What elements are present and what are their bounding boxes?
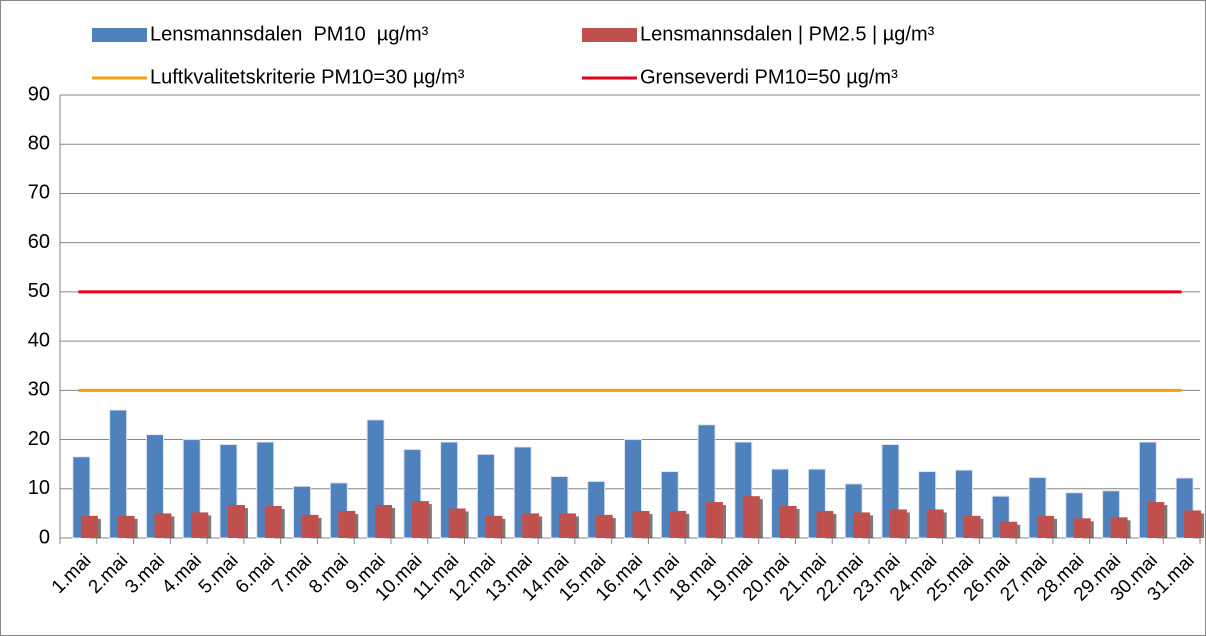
bar xyxy=(926,509,944,538)
bar xyxy=(338,510,356,538)
bar xyxy=(1073,518,1091,538)
legend-label: Grenseverdi PM10=50 µg/m³ xyxy=(640,66,898,88)
y-tick-label: 90 xyxy=(28,83,50,105)
y-tick-label: 40 xyxy=(28,329,50,351)
bar xyxy=(889,509,907,538)
bar xyxy=(742,496,760,538)
y-tick-label: 60 xyxy=(28,231,50,253)
y-tick-label: 50 xyxy=(28,280,50,302)
bar xyxy=(117,515,135,538)
bar xyxy=(1110,517,1128,538)
bar xyxy=(80,515,98,538)
bar xyxy=(411,501,429,538)
legend-label: Lensmannsdalen PM10 µg/m³ xyxy=(150,23,429,45)
bar xyxy=(1000,521,1018,538)
bar xyxy=(669,510,687,538)
bar xyxy=(779,506,797,538)
bar xyxy=(595,514,613,538)
bar xyxy=(191,512,209,538)
bar xyxy=(558,513,576,538)
bar xyxy=(522,513,540,538)
legend-label: Luftkvalitetskriterie PM10=30 µg/m³ xyxy=(150,66,465,88)
bar xyxy=(1037,515,1055,538)
y-tick-label: 70 xyxy=(28,182,50,204)
bar xyxy=(706,502,724,538)
bar xyxy=(1184,510,1202,538)
bar xyxy=(816,510,834,538)
bar xyxy=(853,512,871,538)
bar xyxy=(1147,502,1165,538)
bar xyxy=(485,515,503,538)
legend-swatch xyxy=(92,28,147,42)
legend-label: Lensmannsdalen | PM2.5 | µg/m³ xyxy=(640,23,935,45)
bar xyxy=(448,508,466,538)
bar xyxy=(227,505,245,538)
bar xyxy=(632,510,650,538)
legend-swatch xyxy=(582,28,637,42)
bar xyxy=(375,505,393,538)
y-tick-label: 20 xyxy=(28,428,50,450)
y-tick-label: 0 xyxy=(39,526,50,548)
y-tick-label: 30 xyxy=(28,379,50,401)
bar xyxy=(963,515,981,538)
bar xyxy=(154,513,172,538)
y-tick-label: 80 xyxy=(28,133,50,155)
y-tick-label: 10 xyxy=(28,477,50,499)
bar xyxy=(264,506,282,538)
bar xyxy=(301,514,319,538)
